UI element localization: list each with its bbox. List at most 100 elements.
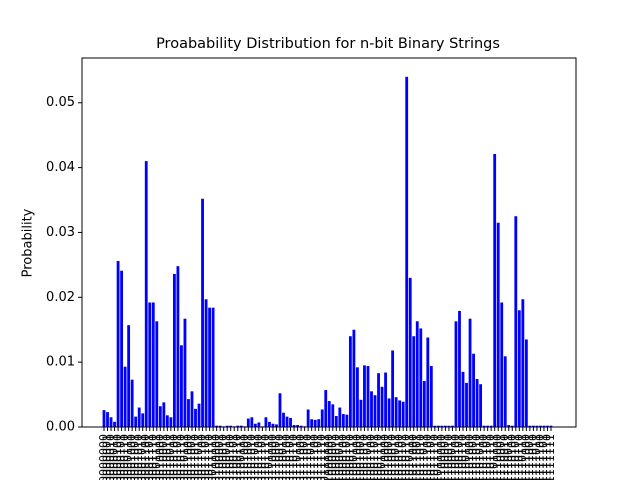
x-tick-label: 0100010	[217, 434, 230, 480]
x-tick-label: 0010011	[164, 434, 177, 480]
bar	[187, 399, 190, 427]
bar	[451, 425, 454, 427]
bar	[239, 425, 243, 427]
bar	[313, 419, 317, 427]
bar	[489, 425, 493, 427]
x-tick-label: 1100001	[438, 434, 451, 480]
bar	[334, 415, 338, 427]
y-axis-label: Probability	[21, 208, 36, 277]
bar	[229, 425, 233, 427]
x-tick-label: 0001001	[129, 434, 142, 480]
x-tick-label: 0000001	[101, 434, 114, 480]
bar	[507, 425, 511, 427]
x-tick-label: 1100100	[449, 434, 462, 480]
x-tick-label: 1101000	[463, 434, 476, 480]
x-tick-label: 0101111	[262, 434, 275, 480]
x-tick-label: 0100011	[220, 434, 233, 480]
x-tick-label: 1101010	[470, 434, 483, 480]
x-tick-label: 1101001	[467, 434, 480, 480]
bar	[500, 302, 504, 427]
bar	[345, 414, 349, 427]
x-tick-label: 1100110	[456, 434, 469, 480]
x-tick-label: 0110101	[284, 434, 297, 480]
bar	[401, 401, 405, 427]
x-tick-label: 0101100	[252, 434, 265, 480]
x-tick-label: 1010001	[382, 434, 395, 480]
x-tick-label: 1100000	[435, 434, 448, 480]
y-tick-label: 0.04	[46, 160, 75, 175]
bar	[172, 273, 176, 427]
bar	[204, 299, 208, 427]
x-tick-label: 1011001	[410, 434, 423, 480]
x-tick-label: 0000100	[111, 434, 124, 480]
x-tick-label: 1011010	[414, 434, 427, 480]
x-tick-label: 1111001	[523, 434, 536, 480]
bar	[521, 299, 525, 427]
bar	[296, 425, 299, 427]
x-tick-label: 0001111	[150, 434, 163, 480]
x-tick-label: 1010101	[396, 434, 409, 480]
bar	[123, 366, 127, 427]
bar	[479, 384, 483, 427]
x-tick-label: 1011110	[428, 434, 441, 480]
x-tick-label: 1011011	[417, 434, 430, 480]
x-tick-label: 1000000	[322, 434, 335, 480]
y-tick-label: 0.05	[46, 95, 75, 110]
x-tick-label: 0011101	[199, 434, 212, 480]
bar	[155, 321, 159, 427]
bar	[373, 395, 377, 427]
bar	[278, 393, 282, 427]
bar	[285, 416, 289, 427]
bar	[436, 425, 440, 427]
bar	[130, 379, 134, 427]
x-tick-label: 1000011	[333, 434, 346, 480]
bar	[141, 413, 145, 427]
bar	[366, 366, 370, 427]
bar	[384, 372, 387, 427]
x-tick-label: 0000110	[118, 434, 131, 480]
x-tick-label: 0011100	[196, 434, 209, 480]
x-tick-label: 0110010	[273, 434, 286, 480]
x-tick-label: 1001011	[361, 434, 374, 480]
x-tick-label: 1111100	[533, 434, 546, 480]
bar	[327, 401, 331, 427]
bar	[468, 318, 472, 427]
bar	[422, 380, 426, 427]
x-tick-label: 1110011	[502, 434, 515, 480]
x-tick-label: 1111000	[519, 434, 532, 480]
bar	[387, 398, 391, 427]
x-tick-label: 1110100	[505, 434, 518, 480]
x-tick-label: 1000110	[343, 434, 356, 480]
bar	[482, 425, 486, 427]
x-tick-label: 0110001	[269, 434, 282, 480]
bar	[211, 307, 215, 427]
x-tick-label: 1111110	[540, 434, 553, 480]
x-tick-label: 0111100	[308, 434, 321, 480]
bar	[535, 425, 539, 427]
bar	[197, 403, 201, 427]
bar	[352, 329, 356, 427]
x-tick-label: 0100001	[213, 434, 226, 480]
bar	[496, 222, 500, 427]
x-tick-label: 1110110	[512, 434, 525, 480]
x-tick-label: 1001100	[364, 434, 377, 480]
x-tick-label: 0011001	[185, 434, 198, 480]
x-tick-label: 1111011	[530, 434, 543, 480]
x-tick-label: 1010000	[379, 434, 392, 480]
bar	[215, 425, 219, 427]
bar	[109, 417, 113, 427]
bar	[475, 379, 479, 427]
x-tick-label: 1010011	[389, 434, 402, 480]
bar	[289, 417, 292, 427]
bar	[127, 325, 131, 427]
y-tick-label: 0.00	[46, 420, 75, 435]
x-tick-label: 0010010	[160, 434, 173, 480]
x-tick-label: 1101100	[477, 434, 490, 480]
bar	[359, 399, 363, 427]
x-tick-label: 0100100	[224, 434, 237, 480]
x-tick-label: 0011011	[192, 434, 205, 480]
x-tick-label: 1110101	[509, 434, 522, 480]
bar	[331, 404, 335, 427]
